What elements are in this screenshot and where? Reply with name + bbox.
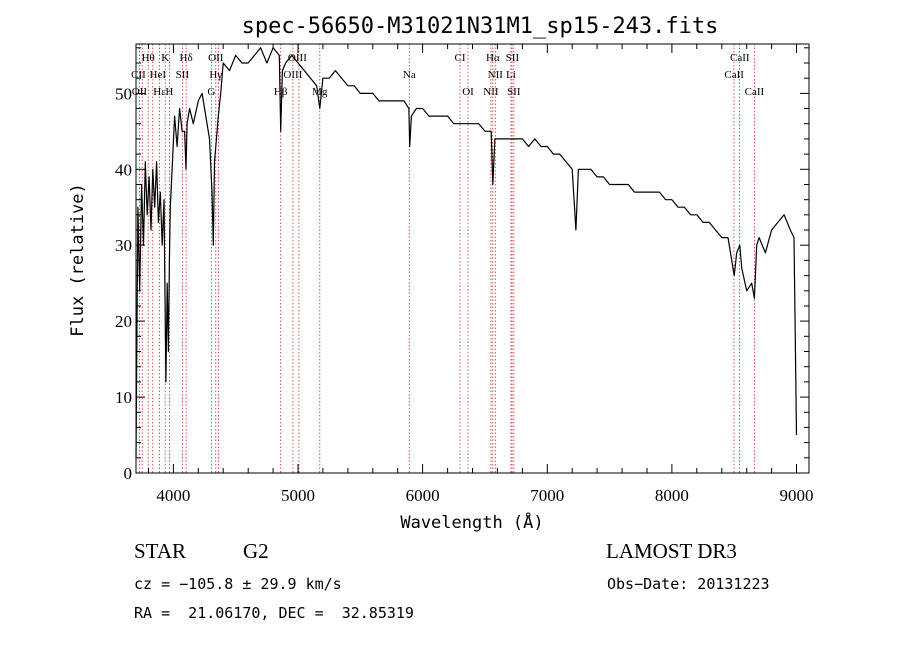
spectral-line-label: CaII [724, 69, 744, 81]
x-tick-label: 8000 [655, 486, 689, 505]
spectral-line-label: Na [403, 69, 416, 81]
y-tick-label: 10 [115, 388, 132, 407]
spectral-line-label: Hε [153, 86, 166, 98]
spectral-line-label: G [207, 86, 215, 98]
spectral-line-label: NII [483, 86, 499, 98]
y-axis-label: Flux (relative) [68, 183, 88, 337]
spectral-line-label: K [161, 52, 169, 64]
coordinates: RA = 21.06170, DEC = 32.85319 [134, 604, 414, 622]
spectrum-line [135, 47, 798, 458]
x-tick-label: 6000 [406, 486, 440, 505]
x-axis-label: Wavelength (Å) [400, 511, 543, 533]
y-tick-label: 0 [124, 464, 133, 483]
x-tick-label: 5000 [281, 486, 315, 505]
x-tick-label: 7000 [530, 486, 564, 505]
spectral-line-label: CaII [730, 52, 750, 64]
x-axis: 4000 5000 6000 7000 8000 9000 [148, 44, 814, 505]
y-tick-label: 20 [115, 312, 132, 331]
x-tick-label: 4000 [156, 486, 190, 505]
spectral-line-label: OIII [283, 69, 302, 81]
obs-date: Obs−Date: 20131223 [607, 575, 770, 593]
spectral-line-label: CaII [745, 86, 765, 98]
chart-title: spec-56650-M31021N31M1_sp15-243.fits [242, 14, 719, 39]
survey-name: LAMOST DR3 [606, 539, 737, 563]
spectrum-series [135, 47, 798, 458]
x-tick-label: 9000 [780, 486, 814, 505]
spectral-line-label: Hδ [180, 52, 193, 64]
object-subclass: G2 [243, 539, 269, 563]
spectral-line-label: SII [176, 69, 190, 81]
spectral-line-label: OII [132, 86, 148, 98]
y-axis: 0 10 20 30 40 50 [115, 47, 809, 483]
spectral-line-label: SII [507, 86, 521, 98]
spectral-line-label: OI [462, 86, 474, 98]
spectral-line-label: OIII [288, 52, 307, 64]
spectral-line-label: OII [208, 52, 224, 64]
spectral-line-label: Li [506, 69, 516, 81]
line-markers [138, 44, 755, 473]
spectral-line-label: SII [506, 52, 520, 64]
spectral-line-label: Hα [486, 52, 500, 64]
spectral-line-label: Mg [312, 86, 328, 98]
object-class: STAR [134, 539, 186, 563]
spectral-line-label: CI [455, 52, 466, 64]
spectral-line-label: Hθ [142, 52, 155, 64]
line-labels: Hθ K Hδ OII OIII CI Hα SII CaII CII HeI SII Hγ OIII Na… [131, 52, 764, 98]
spectral-line-label: NII [488, 69, 504, 81]
y-tick-label: 40 [115, 160, 132, 179]
spectral-line-label: HeI [150, 69, 167, 81]
redshift-text: cz = −105.8 ± 29.9 km/s [134, 575, 342, 593]
spectral-line-label: Hβ [274, 86, 288, 98]
y-tick-label: 50 [115, 84, 132, 103]
plot-frame [135, 43, 810, 474]
spectral-line-label: H [165, 86, 173, 98]
spectral-line-label: Hγ [209, 69, 222, 81]
y-tick-label: 30 [115, 236, 132, 255]
spectral-line-label: CII [131, 69, 146, 81]
